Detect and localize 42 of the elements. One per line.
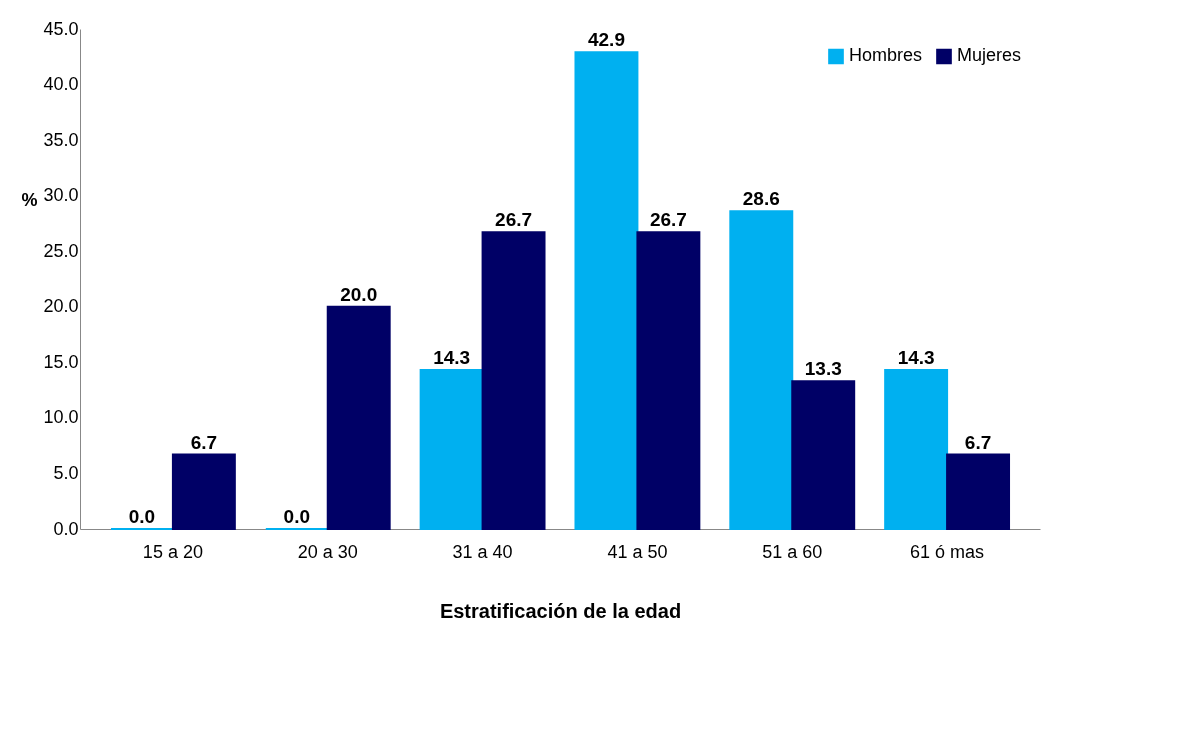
- bar: [729, 210, 794, 530]
- data-label: 26.7: [495, 209, 533, 231]
- bar: [481, 231, 546, 530]
- data-label: 0.0: [283, 506, 310, 527]
- data-label: 20.0: [340, 283, 378, 305]
- x-tick-label: 15 a 20: [142, 541, 203, 562]
- bar: [419, 369, 484, 530]
- legend-label: Hombres: [849, 45, 923, 66]
- y-tick-label: 45.0: [43, 18, 79, 39]
- y-tick-label: 35.0: [43, 129, 79, 150]
- bar: [636, 231, 701, 530]
- x-tick-label: 61 ó mas: [910, 541, 985, 562]
- y-tick-label: 20.0: [43, 296, 79, 317]
- y-tick-label: 10.0: [43, 407, 79, 428]
- bar: [326, 305, 391, 530]
- legend-label: Mujeres: [957, 45, 1022, 66]
- bar: [574, 51, 639, 530]
- y-axis-title: %: [21, 189, 38, 210]
- y-tick-label: 40.0: [43, 74, 79, 95]
- bar: [791, 380, 856, 530]
- x-tick-label: 20 a 30: [297, 541, 358, 562]
- bar: [884, 369, 949, 530]
- y-tick-label: 30.0: [43, 185, 79, 206]
- bar: [946, 453, 1011, 530]
- data-label: 28.6: [742, 188, 780, 210]
- y-tick-label: 5.0: [53, 462, 79, 483]
- x-tick-label: 31 a 40: [452, 541, 513, 562]
- data-label: 26.7: [649, 209, 687, 231]
- y-tick-label: 15.0: [43, 351, 79, 372]
- y-tick-label: 25.0: [43, 240, 79, 261]
- x-tick-label: 51 a 60: [762, 541, 823, 562]
- bar: [171, 453, 236, 530]
- data-label: 42.9: [587, 29, 625, 51]
- data-label: 6.7: [190, 431, 218, 453]
- x-tick-label: 41 a 50: [607, 541, 668, 562]
- x-axis-title: Estratificación de la edad: [439, 599, 682, 622]
- data-label: 14.3: [897, 347, 935, 369]
- data-label: 14.3: [433, 347, 471, 369]
- data-label: 6.7: [964, 431, 992, 453]
- data-label: 0.0: [128, 506, 156, 527]
- data-label: 13.3: [804, 358, 842, 380]
- y-tick-label: 0.0: [53, 518, 79, 539]
